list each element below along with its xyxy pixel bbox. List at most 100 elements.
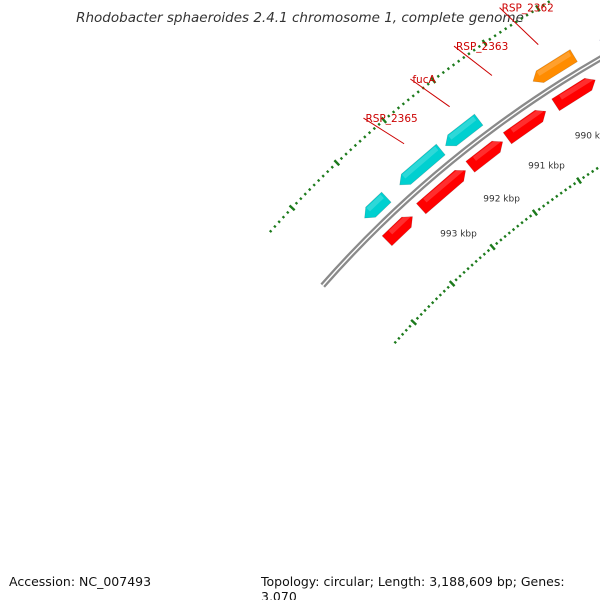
scale-minor-tick-outer xyxy=(504,27,508,31)
gene-arrow-11 xyxy=(364,191,392,219)
scale-label-992: 992 kbp xyxy=(483,194,520,204)
scale-major-tick-outer xyxy=(535,4,541,12)
scale-minor-tick-inner xyxy=(462,270,466,275)
scale-minor-tick-outer xyxy=(451,63,456,67)
scale-minor-tick-inner xyxy=(572,182,577,186)
scale-minor-tick-inner xyxy=(397,336,401,340)
gene-arrow-highlight xyxy=(366,194,384,212)
scale-minor-tick-inner xyxy=(454,278,458,282)
gene-arrow-highlight xyxy=(510,107,544,133)
gene-arrow-7 xyxy=(445,113,484,147)
scale-minor-tick-inner xyxy=(524,217,528,221)
scale-minor-tick-outer xyxy=(446,67,451,71)
gene-label-rsp_2365: RSP_2365 xyxy=(365,113,417,125)
scale-minor-tick-outer xyxy=(273,224,277,229)
gene-label-fuca: fucA xyxy=(412,74,436,86)
gene-label-leader xyxy=(363,117,405,145)
scale-minor-tick-outer xyxy=(416,90,420,94)
scale-minor-tick-outer xyxy=(441,70,445,75)
scale-minor-tick-inner xyxy=(427,304,431,309)
scale-minor-tick-inner xyxy=(408,324,412,328)
gene-label-leader xyxy=(410,78,450,108)
scale-minor-tick-inner xyxy=(507,231,511,235)
scale-minor-tick-outer xyxy=(281,215,286,219)
gene-arrow-highlight xyxy=(472,138,501,161)
gene-arrow-highlight xyxy=(559,76,593,100)
scale-minor-tick-inner xyxy=(564,188,568,192)
scale-minor-tick-outer xyxy=(406,98,410,102)
scale-minor-tick-outer xyxy=(498,30,502,34)
scale-minor-tick-inner xyxy=(474,259,478,264)
scale-minor-tick-outer xyxy=(377,122,381,127)
scale-label-993: 993 kbp xyxy=(440,229,477,239)
scale-minor-tick-outer xyxy=(514,20,518,24)
scale-minor-tick-inner xyxy=(486,248,491,253)
scale-minor-tick-outer xyxy=(488,37,492,41)
scale-minor-tick-outer xyxy=(330,165,334,169)
scale-minor-tick-inner xyxy=(400,332,405,336)
gene-arrow-3 xyxy=(551,77,596,112)
scale-minor-tick-inner xyxy=(568,185,572,189)
scale-minor-tick-outer xyxy=(467,52,471,56)
scale-minor-tick-inner xyxy=(478,256,482,260)
scale-minor-tick-outer xyxy=(268,229,273,233)
scale-minor-tick-outer xyxy=(353,143,358,148)
scale-minor-tick-outer xyxy=(326,169,330,174)
scale-major-tick-inner xyxy=(489,243,496,251)
scale-minor-tick-inner xyxy=(393,340,397,345)
gene-label-leader xyxy=(499,7,539,45)
genome-summary-text: Topology: circular; Length: 3,188,609 bp… xyxy=(261,574,565,600)
scale-minor-tick-inner xyxy=(442,289,446,293)
scale-minor-tick-inner xyxy=(415,316,420,320)
gene-label-rsp_2362: RSP_2362 xyxy=(502,3,554,15)
scale-minor-tick-inner xyxy=(537,207,541,211)
scale-minor-tick-outer xyxy=(349,148,353,152)
gene-arrow-rsp_2365 xyxy=(415,169,466,215)
scale-major-tick-inner xyxy=(531,209,539,217)
gene-arrow-highlight xyxy=(536,51,572,76)
scale-minor-tick-outer xyxy=(308,187,312,192)
scale-major-tick-inner xyxy=(410,319,418,326)
scale-minor-tick-outer xyxy=(321,174,325,178)
scale-label-991: 991 kbp xyxy=(528,162,565,172)
scale-minor-tick-outer xyxy=(541,3,545,7)
gene-arrow-rsp_2363 xyxy=(502,109,547,145)
scale-minor-tick-outer xyxy=(299,196,303,201)
scale-major-tick-inner xyxy=(576,177,583,185)
scale-minor-tick-inner xyxy=(511,227,516,232)
gene-arrow-10 xyxy=(381,216,413,247)
scale-minor-tick-outer xyxy=(401,102,406,106)
scale-minor-tick-inner xyxy=(586,172,590,177)
scale-minor-tick-outer xyxy=(363,135,367,139)
scale-minor-tick-inner xyxy=(555,194,559,198)
scale-minor-tick-outer xyxy=(391,110,396,114)
scale-minor-tick-inner xyxy=(482,252,486,256)
scale-minor-tick-outer xyxy=(472,48,476,52)
gene-arrow-highlight xyxy=(448,116,477,140)
scale-minor-tick-outer xyxy=(286,210,290,215)
scale-major-tick-outer xyxy=(288,204,296,212)
scale-minor-tick-inner xyxy=(499,238,503,242)
scale-minor-tick-inner xyxy=(470,263,474,267)
scale-minor-tick-inner xyxy=(520,221,524,225)
scale-minor-tick-outer xyxy=(294,201,299,205)
scale-minor-tick-outer xyxy=(457,59,461,63)
gene-arrow-9 xyxy=(399,143,446,186)
map-title: Rhodobacter sphaeroides 2.4.1 chromosome… xyxy=(76,10,524,26)
accession-text: Accession: NC_007493 xyxy=(9,574,152,589)
gene-arrow-highlight xyxy=(402,146,439,179)
scale-minor-tick-inner xyxy=(466,267,470,271)
gene-arrow-highlight xyxy=(423,167,464,203)
scale-minor-tick-outer xyxy=(344,152,348,156)
scale-minor-tick-outer xyxy=(387,114,391,118)
gene-label-rsp_2363: RSP_2363 xyxy=(456,41,508,53)
scale-minor-tick-outer xyxy=(303,192,307,196)
scale-minor-tick-outer xyxy=(312,183,316,187)
scale-minor-tick-inner xyxy=(595,166,599,171)
scale-minor-tick-outer xyxy=(367,131,372,135)
scale-minor-tick-outer xyxy=(462,55,466,60)
scale-minor-tick-inner xyxy=(495,241,499,246)
scale-minor-tick-outer xyxy=(530,10,535,14)
